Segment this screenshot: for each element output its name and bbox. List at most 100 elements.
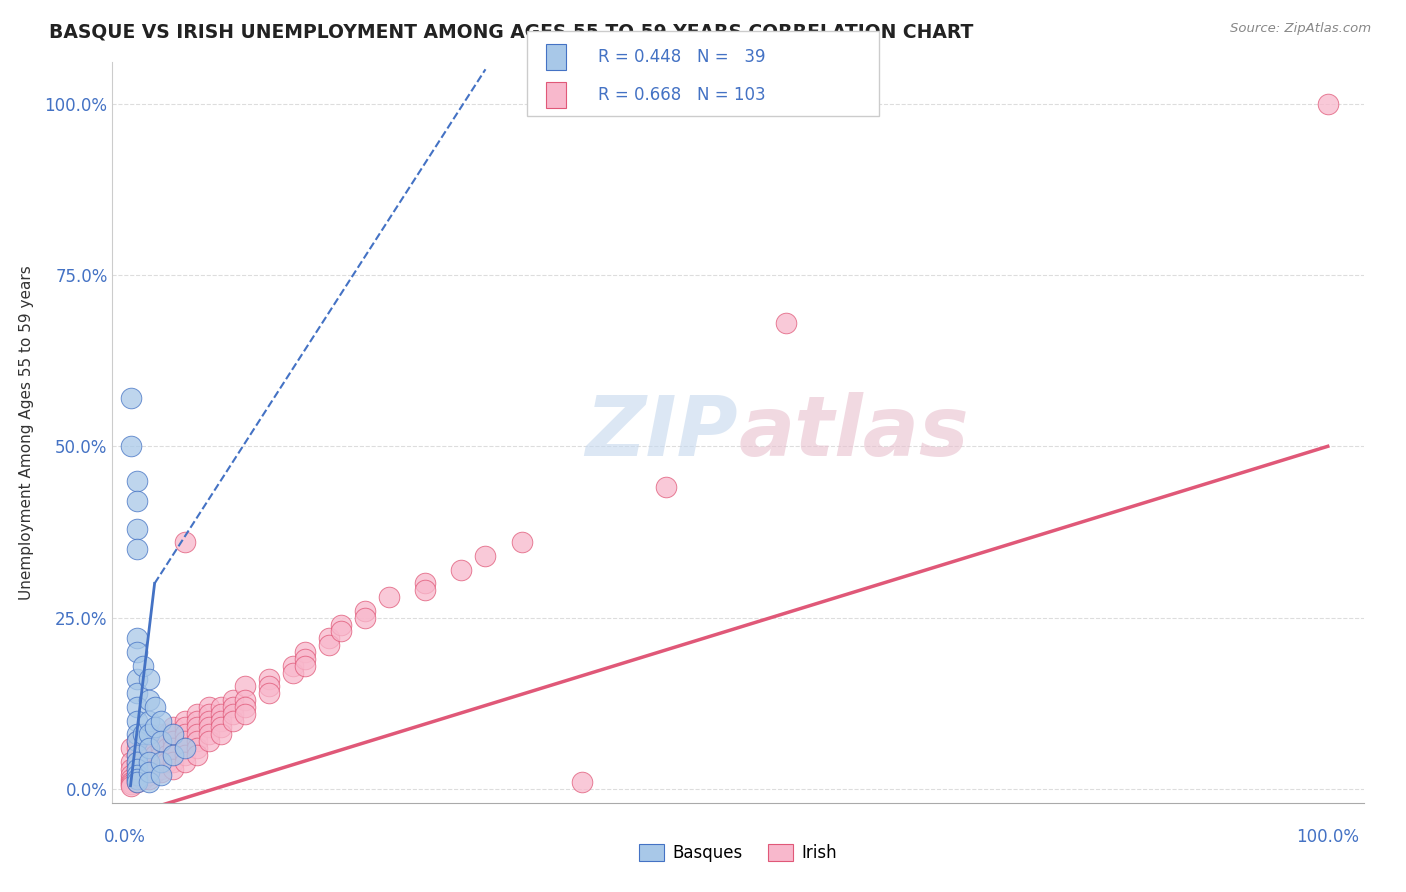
Point (125, 714, 148, 728)
Point (149, 734, 172, 748)
Point (120, 768, 142, 782)
Point (143, 720, 166, 734)
Point (233, 693, 256, 707)
Point (125, 775, 148, 789)
Point (197, 720, 219, 734)
Point (138, 768, 160, 782)
Point (413, 576, 436, 591)
Point (173, 755, 195, 769)
Point (222, 693, 245, 707)
Legend: Basques, Irish: Basques, Irish (633, 837, 844, 869)
Point (186, 734, 208, 748)
Point (173, 734, 195, 748)
Point (233, 679, 256, 693)
Point (149, 755, 172, 769)
Point (138, 755, 160, 769)
Point (156, 741, 179, 756)
Point (173, 741, 195, 756)
Point (120, 776, 142, 790)
Point (120, 392, 142, 406)
Point (138, 727, 160, 741)
Point (450, 563, 472, 577)
Point (173, 727, 195, 741)
Point (125, 727, 148, 741)
Point (125, 772, 148, 786)
Point (173, 747, 195, 762)
Point (209, 714, 232, 728)
Point (131, 727, 153, 741)
Point (222, 714, 245, 728)
Point (222, 706, 245, 721)
Point (125, 775, 148, 789)
Point (294, 645, 316, 659)
Point (162, 720, 184, 734)
Point (378, 590, 401, 604)
Point (138, 741, 160, 756)
Point (330, 617, 353, 632)
Point (125, 762, 148, 776)
Point (120, 772, 142, 786)
Point (125, 764, 148, 779)
Point (197, 699, 219, 714)
Text: R = 0.668   N = 103: R = 0.668 N = 103 (598, 86, 765, 103)
Point (125, 673, 148, 687)
Point (125, 747, 148, 762)
Point (138, 741, 160, 756)
Point (173, 535, 195, 549)
Point (162, 734, 184, 748)
Text: 0.0%: 0.0% (104, 828, 145, 846)
Point (125, 645, 148, 659)
Point (156, 734, 179, 748)
Point (222, 699, 245, 714)
Point (281, 665, 304, 680)
Point (209, 699, 232, 714)
Point (125, 542, 148, 557)
Point (143, 764, 166, 779)
Point (138, 775, 160, 789)
Point (173, 714, 195, 728)
Point (257, 686, 280, 700)
Point (318, 632, 340, 646)
Point (131, 747, 153, 762)
Point (330, 624, 353, 639)
Point (162, 762, 184, 776)
Point (149, 755, 172, 769)
Point (125, 768, 148, 782)
Point (120, 755, 142, 769)
Point (149, 741, 172, 756)
Point (294, 652, 316, 666)
Point (138, 734, 160, 748)
Text: ZIP: ZIP (585, 392, 738, 473)
Point (162, 727, 184, 741)
Point (186, 706, 208, 721)
Point (125, 755, 148, 769)
Point (156, 755, 179, 769)
Point (125, 522, 148, 536)
Point (131, 768, 153, 782)
Point (138, 747, 160, 762)
Point (125, 755, 148, 769)
Point (120, 775, 142, 789)
Point (197, 734, 219, 748)
Point (120, 439, 142, 453)
Point (354, 611, 377, 625)
Point (125, 699, 148, 714)
Point (149, 762, 172, 776)
Point (162, 727, 184, 741)
Point (354, 604, 377, 618)
Point (413, 583, 436, 598)
Point (125, 747, 148, 762)
Point (125, 741, 148, 756)
Point (149, 734, 172, 748)
Point (120, 762, 142, 776)
Point (186, 727, 208, 741)
Point (173, 741, 195, 756)
Point (162, 741, 184, 756)
Point (149, 714, 172, 728)
Point (162, 747, 184, 762)
Point (186, 741, 208, 756)
Point (138, 772, 160, 786)
Point (125, 494, 148, 508)
Point (125, 474, 148, 488)
Point (186, 720, 208, 734)
